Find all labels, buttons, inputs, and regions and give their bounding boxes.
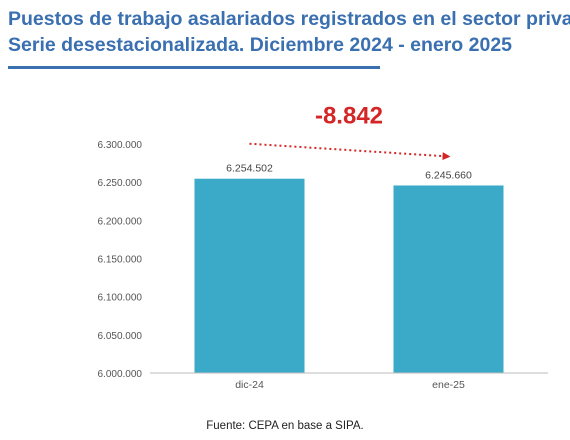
change-annotation: -8.842 — [315, 103, 383, 130]
y-tick-label: 6.000.000 — [98, 369, 143, 380]
title-line-1: Puestos de trabajo asalariados registrad… — [8, 8, 570, 30]
y-tick-label: 6.200.000 — [98, 216, 143, 227]
y-tick-label: 6.150.000 — [98, 255, 143, 266]
data-label: 6.245.660 — [425, 169, 472, 181]
bar-ene-25 — [393, 185, 504, 373]
chart-title: Puestos de trabajo asalariados registrad… — [8, 6, 570, 58]
source-note: Fuente: CEPA en base a SIPA. — [206, 420, 364, 432]
data-label: 6.254.502 — [226, 163, 273, 175]
y-tick-label: 6.050.000 — [98, 331, 143, 342]
y-tick-label: 6.250.000 — [98, 178, 143, 189]
bar-dic-24 — [194, 178, 305, 373]
change-arrow — [249, 142, 451, 161]
title-underline — [8, 66, 380, 69]
y-tick-label: 6.300.000 — [98, 140, 143, 151]
title-line-2: Serie desestacionalizada. Diciembre 2024… — [8, 34, 513, 56]
x-tick-label: dic-24 — [235, 379, 264, 391]
y-tick-label: 6.100.000 — [98, 293, 143, 304]
x-tick-label: ene-25 — [432, 379, 465, 391]
